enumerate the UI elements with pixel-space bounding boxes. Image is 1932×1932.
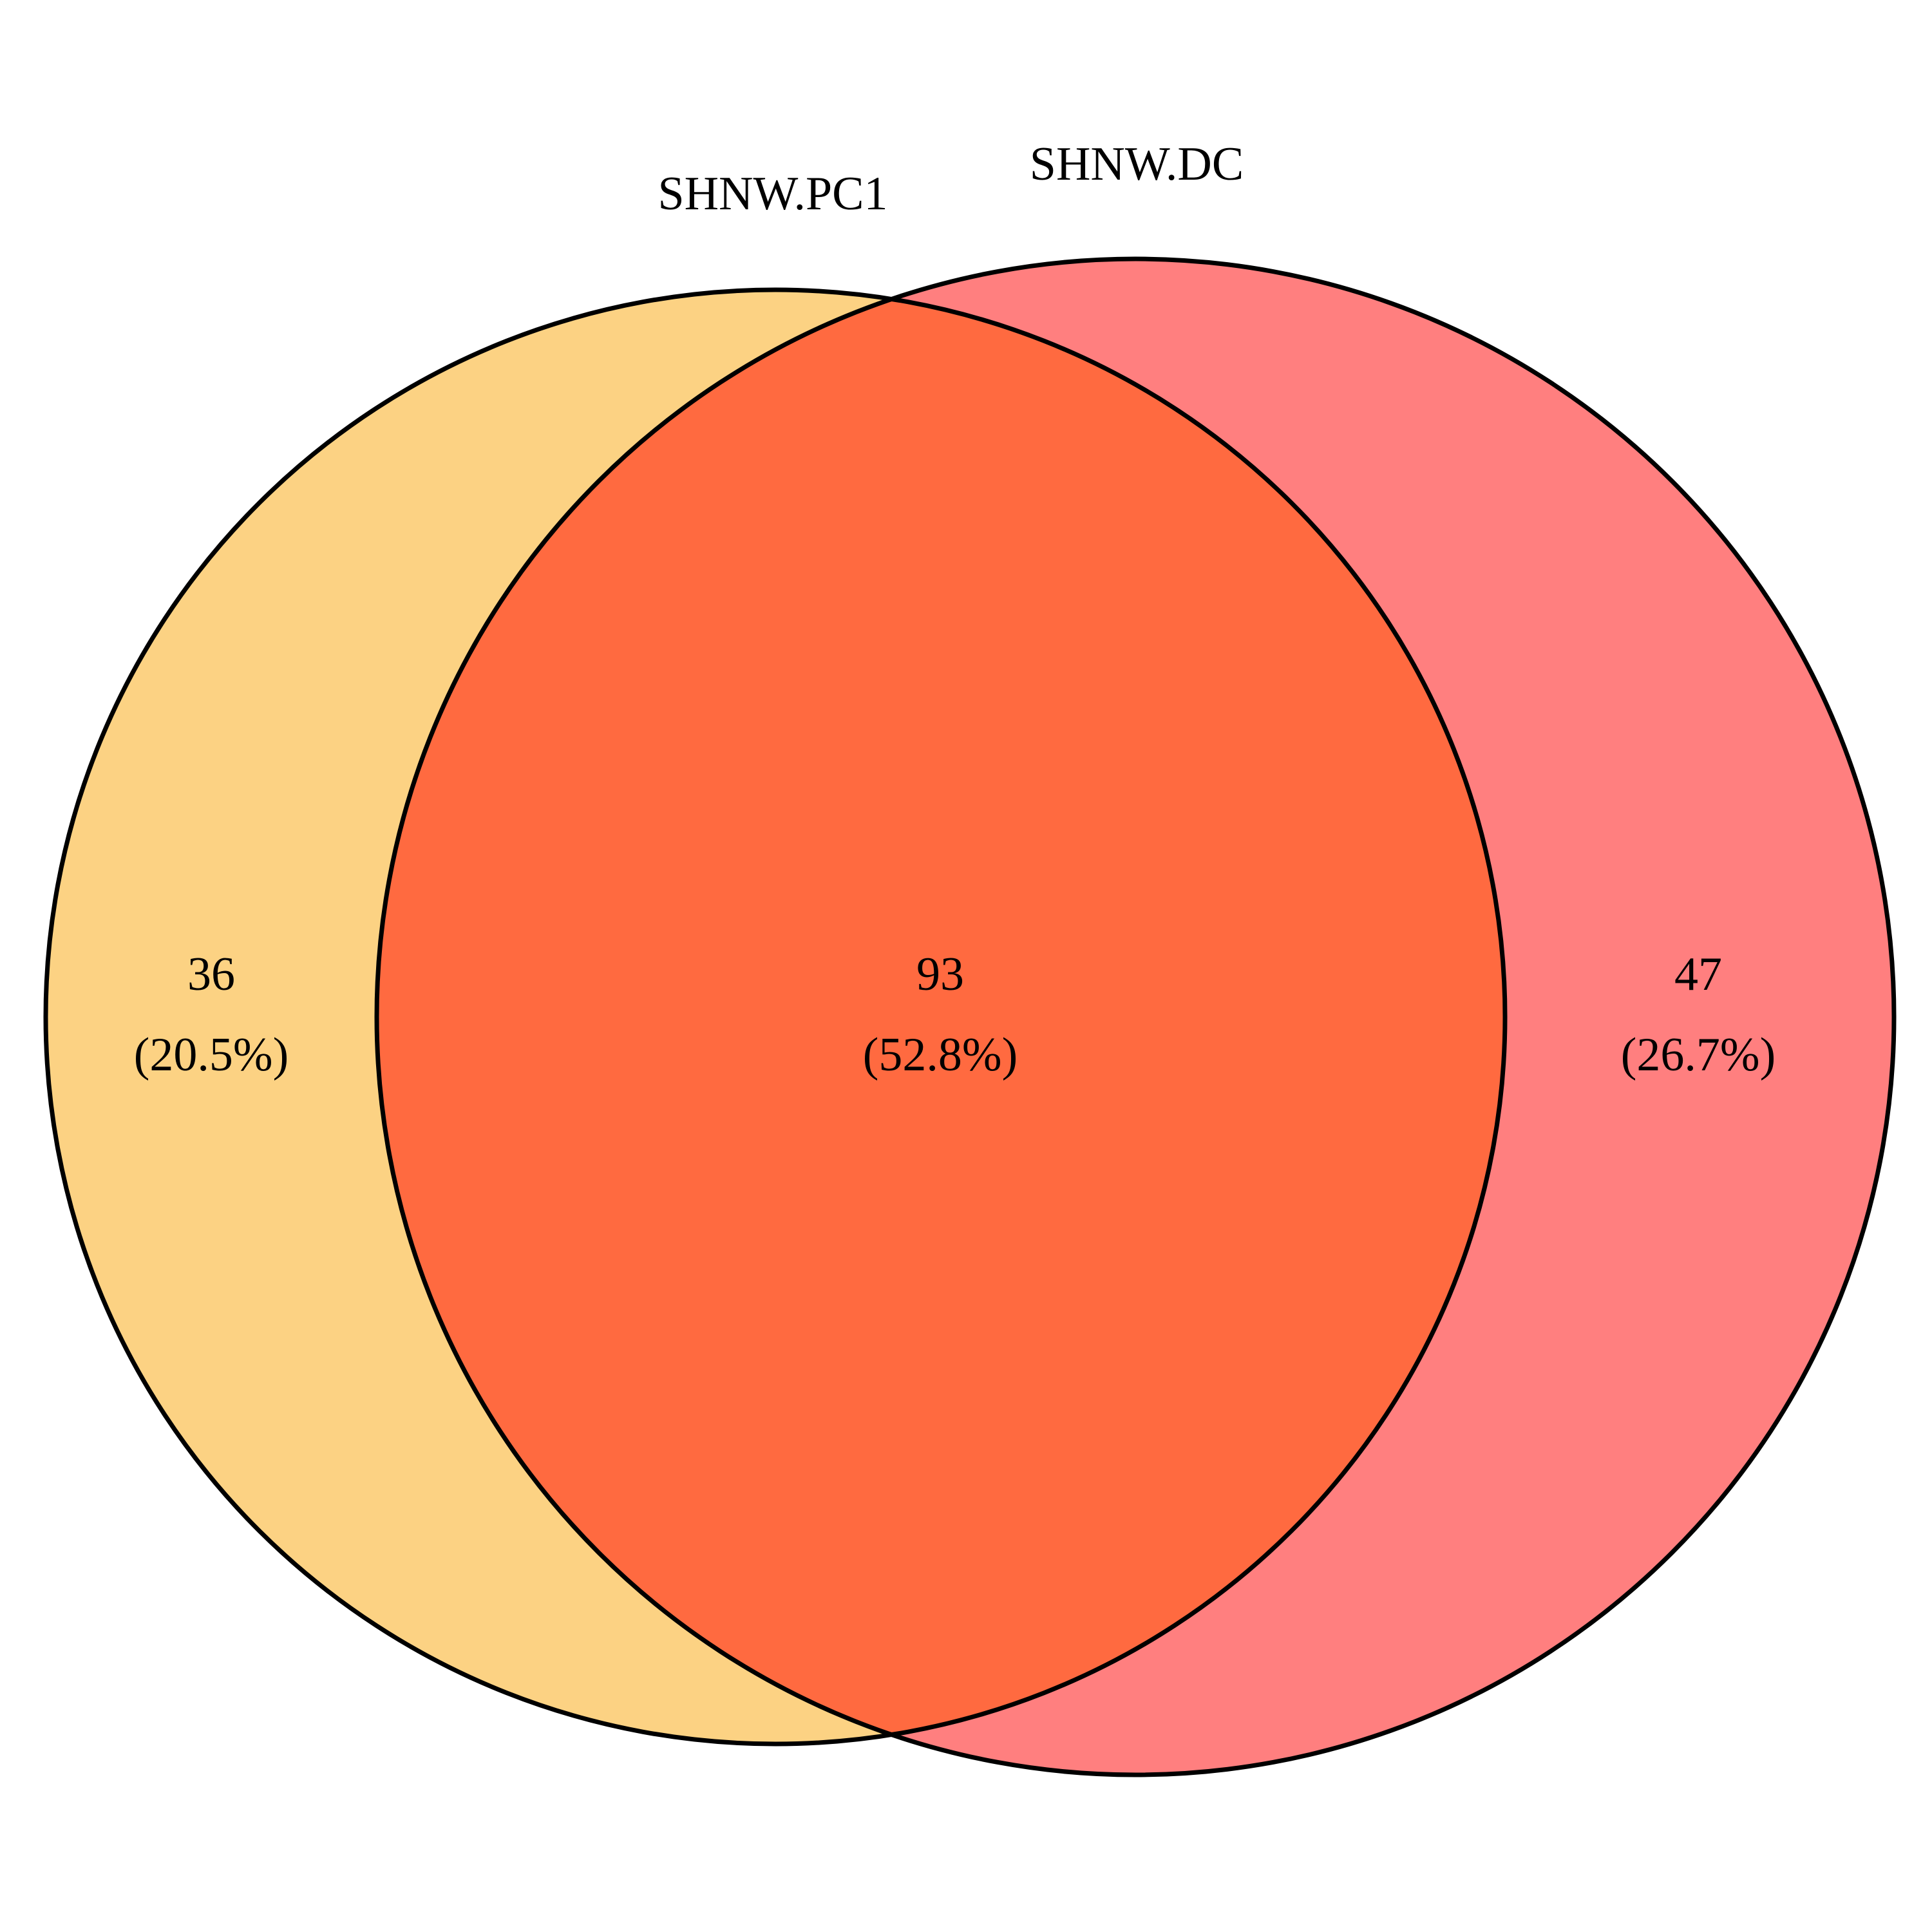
region-pc1-only-percent: (20.5%) xyxy=(134,1028,289,1081)
region-dc-only-count: 47 xyxy=(1674,948,1722,1001)
region-pc1-only-count: 36 xyxy=(187,948,235,1001)
set-label-dc: SHNW.DC xyxy=(1030,138,1244,191)
set-dc-outline xyxy=(374,256,1897,1777)
overlap-region xyxy=(377,290,1505,1744)
set-label-pc1: SHNW.PC1 xyxy=(658,167,887,220)
region-both-percent: (52.8%) xyxy=(863,1028,1018,1081)
set-pc1-outline xyxy=(43,287,1508,1747)
region-both-count: 93 xyxy=(916,948,964,1001)
region-dc-only-percent: (26.7%) xyxy=(1621,1028,1776,1081)
